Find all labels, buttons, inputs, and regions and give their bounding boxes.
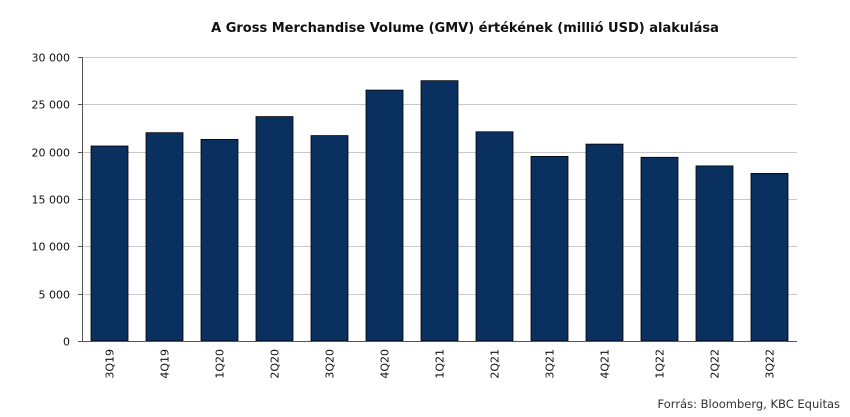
bar [145, 132, 184, 342]
bar [200, 138, 239, 342]
bar [310, 135, 349, 342]
x-tick-label: 4Q19 [159, 349, 172, 379]
bar [90, 145, 129, 342]
y-tick-label: 30 000 [32, 52, 71, 65]
x-tick-label: 2Q20 [269, 349, 282, 379]
y-tick-label: 25 000 [32, 99, 71, 112]
x-tick-label: 4Q20 [379, 349, 392, 379]
x-tick-label: 2Q22 [709, 349, 722, 379]
bars [90, 80, 789, 342]
x-tick-label: 1Q22 [654, 349, 667, 379]
bar [420, 80, 459, 342]
y-tick-label: 5 000 [39, 289, 71, 302]
y-tick-label: 10 000 [32, 241, 71, 254]
x-tick-label: 3Q21 [544, 349, 557, 379]
x-tick-label: 4Q21 [599, 349, 612, 379]
x-tick-label: 1Q21 [434, 349, 447, 379]
bar [530, 155, 569, 342]
source-note: Forrás: Bloomberg, KBC Equitas [657, 397, 840, 411]
y-tick-labels: 0 5 000 10 000 15 000 20 000 25 000 30 000 [32, 52, 71, 349]
y-tick-label: 20 000 [32, 147, 71, 160]
x-tick-label: 2Q21 [489, 349, 502, 379]
x-tick-labels: 3Q19 4Q19 1Q20 2Q20 3Q20 4Q20 1Q21 2Q21 3Q21 4Q21… [104, 349, 777, 379]
bar [640, 156, 679, 342]
bar [695, 165, 734, 342]
bar [255, 116, 294, 342]
x-tick-label: 3Q20 [324, 349, 337, 379]
axes [78, 57, 797, 342]
bar [475, 131, 514, 342]
bar [365, 89, 404, 342]
y-tick-label: 15 000 [32, 194, 71, 207]
bar [750, 172, 789, 342]
x-tick-label: 3Q22 [764, 349, 777, 379]
chart-title: A Gross Merchandise Volume (GMV) értékén… [211, 21, 719, 36]
bar [585, 143, 624, 342]
x-tick-label: 3Q19 [104, 349, 117, 379]
x-tick-label: 1Q20 [214, 349, 227, 379]
y-tick-label: 0 [63, 336, 70, 349]
